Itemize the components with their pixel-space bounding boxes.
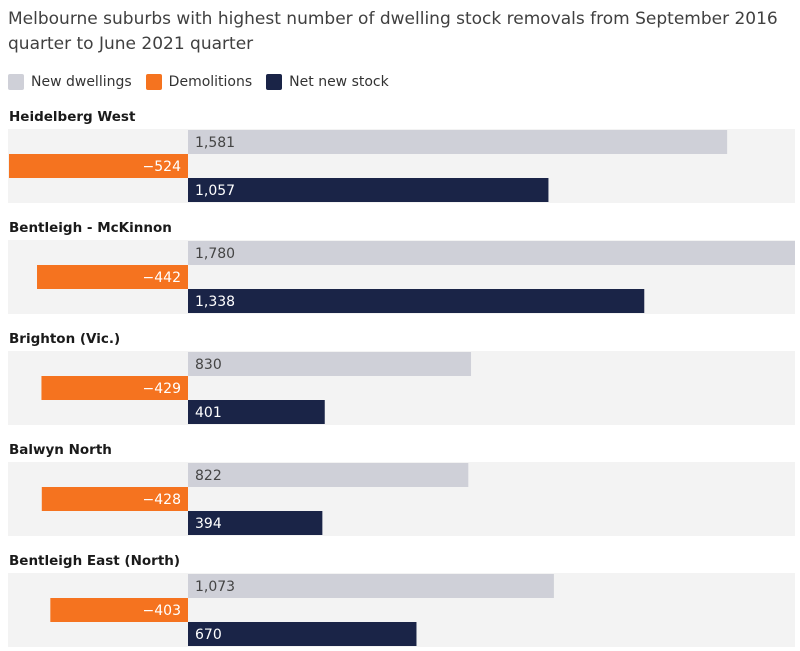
bar-demolitions-balwyn-north — [41, 487, 189, 511]
legend-item-demolitions[interactable]: Demolitions — [145, 74, 253, 90]
value-label-demolitions-heidelberg-west: −524 — [143, 159, 182, 175]
legend-swatch-new-dwellings — [8, 74, 24, 90]
bar-net-new-stock-bentleigh-east-north — [188, 622, 417, 646]
value-label-demolitions-bentleigh-east-north: −403 — [143, 603, 181, 619]
bar-demolitions-heidelberg-west — [9, 154, 188, 178]
value-label-demolitions-bentleigh-mckinnon: −442 — [143, 270, 181, 286]
chart-title: Melbourne suburbs with highest number of… — [8, 9, 778, 54]
legend-label-net-new-stock: Net new stock — [289, 74, 389, 90]
legend-item-net-new-stock[interactable]: Net new stock — [266, 74, 389, 90]
value-label-new-dwellings-heidelberg-west: 1,581 — [195, 135, 235, 151]
bar-demolitions-bentleigh-mckinnon — [37, 265, 189, 289]
bar-new-dwellings-bentleigh-mckinnon — [188, 241, 795, 265]
legend-item-new-dwellings[interactable]: New dwellings — [8, 74, 132, 90]
value-label-net-new-stock-bentleigh-east-north: 670 — [195, 627, 222, 643]
value-label-demolitions-brighton-vic: −429 — [143, 381, 181, 397]
value-label-net-new-stock-balwyn-north: 394 — [195, 516, 222, 532]
group-label-bentleigh-mckinnon: Bentleigh - McKinnon — [9, 220, 172, 236]
value-label-new-dwellings-brighton-vic: 830 — [195, 357, 222, 373]
bar-new-dwellings-bentleigh-east-north — [188, 574, 554, 598]
value-label-net-new-stock-brighton-vic: 401 — [195, 405, 222, 421]
legend-swatch-demolitions — [145, 74, 162, 90]
bar-demolitions-brighton-vic — [41, 376, 189, 400]
group-label-bentleigh-east-north: Bentleigh East (North) — [9, 553, 180, 569]
legend-label-new-dwellings: New dwellings — [31, 74, 132, 90]
group-label-balwyn-north: Balwyn North — [9, 442, 112, 458]
bar-net-new-stock-balwyn-north — [188, 511, 323, 535]
value-label-new-dwellings-bentleigh-mckinnon: 1,780 — [195, 246, 235, 262]
bar-new-dwellings-brighton-vic — [188, 352, 472, 376]
bar-net-new-stock-heidelberg-west — [188, 178, 549, 202]
group-label-brighton-vic: Brighton (Vic.) — [9, 331, 120, 347]
bar-demolitions-bentleigh-east-north — [50, 598, 188, 622]
bar-net-new-stock-brighton-vic — [188, 400, 325, 424]
legend-label-demolitions: Demolitions — [168, 74, 253, 90]
legend: New dwellings Demolitions Net new stock — [8, 72, 403, 92]
value-label-new-dwellings-bentleigh-east-north: 1,073 — [195, 579, 235, 595]
value-label-net-new-stock-heidelberg-west: 1,057 — [195, 183, 235, 199]
bar-new-dwellings-heidelberg-west — [188, 130, 728, 154]
value-label-net-new-stock-bentleigh-mckinnon: 1,338 — [195, 294, 235, 310]
value-label-demolitions-balwyn-north: −428 — [143, 492, 181, 508]
value-label-new-dwellings-balwyn-north: 822 — [195, 468, 222, 484]
legend-swatch-net-new-stock — [266, 74, 283, 90]
bar-new-dwellings-balwyn-north — [188, 463, 469, 487]
bar-net-new-stock-bentleigh-mckinnon — [188, 289, 645, 313]
group-label-heidelberg-west: Heidelberg West — [9, 109, 136, 125]
